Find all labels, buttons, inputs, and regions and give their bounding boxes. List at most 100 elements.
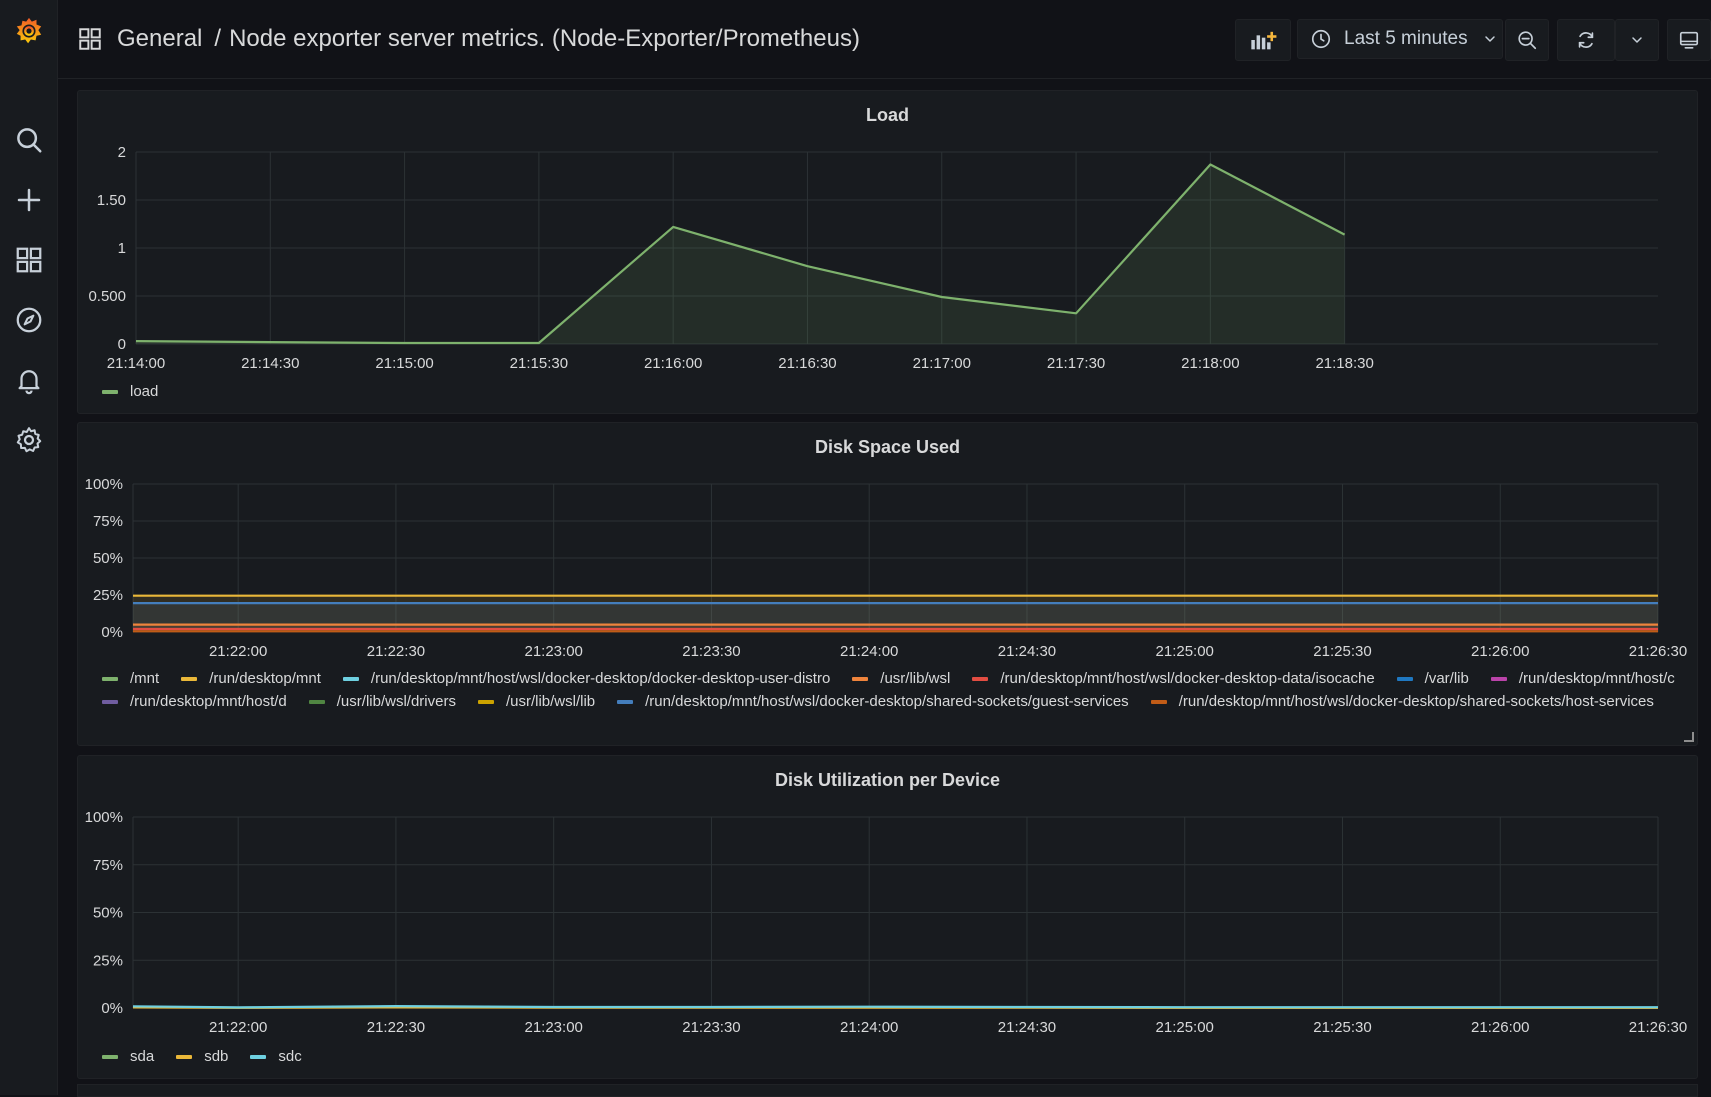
time-range-picker[interactable]: Last 5 minutes	[1297, 19, 1503, 59]
x-tick-label: 21:14:00	[107, 355, 165, 372]
add-panel-button[interactable]	[1235, 19, 1291, 61]
x-tick-label: 21:25:30	[1313, 643, 1371, 660]
legend-label: /mnt	[130, 670, 159, 687]
x-tick-label: 21:17:30	[1047, 355, 1105, 372]
x-tick-label: 21:14:30	[241, 355, 299, 372]
x-tick-label: 21:15:00	[375, 355, 433, 372]
legend-item[interactable]: /run/desktop/mnt/host/wsl/docker-desktop…	[1151, 693, 1654, 710]
x-tick-label: 21:24:00	[840, 1019, 898, 1036]
breadcrumb-folder[interactable]: General	[117, 25, 202, 53]
y-tick-label: 0%	[101, 624, 123, 641]
tv-mode-button[interactable]	[1667, 19, 1711, 61]
refresh-icon	[1575, 29, 1597, 51]
legend-item[interactable]: /usr/lib/wsl/lib	[478, 693, 595, 710]
y-tick-label: 50%	[93, 905, 123, 922]
x-tick-label: 21:22:30	[367, 643, 425, 660]
legend-label: /usr/lib/wsl	[880, 670, 950, 687]
legend-label: /run/desktop/mnt	[209, 670, 321, 687]
legend-item[interactable]: /usr/lib/wsl	[852, 670, 950, 687]
panel-resize-handle[interactable]	[1684, 732, 1694, 742]
legend-item[interactable]: load	[102, 383, 158, 400]
legend-swatch	[102, 1055, 118, 1059]
dashboards-icon	[14, 245, 44, 275]
refresh-button[interactable]	[1557, 19, 1615, 61]
legend-item[interactable]: /run/desktop/mnt/host/wsl/docker-desktop…	[617, 693, 1129, 710]
series-area	[136, 165, 1345, 345]
x-tick-label: 21:24:00	[840, 643, 898, 660]
breadcrumb: General / Node exporter server metrics. …	[77, 20, 860, 58]
search-icon	[14, 125, 44, 155]
legend-swatch	[102, 390, 118, 394]
alerting-button[interactable]	[8, 359, 49, 400]
legend-item[interactable]: sda	[102, 1048, 154, 1065]
x-tick-label: 21:23:00	[524, 643, 582, 660]
chevron-down-icon	[1629, 32, 1645, 48]
y-tick-label: 0%	[101, 1000, 123, 1017]
legend-label: /run/desktop/mnt/host/d	[130, 693, 287, 710]
zoom-out-icon	[1516, 29, 1538, 51]
legend-swatch	[250, 1055, 266, 1059]
legend-item[interactable]: /run/desktop/mnt	[181, 670, 321, 687]
x-tick-label: 21:23:30	[682, 643, 740, 660]
zoom-out-button[interactable]	[1505, 19, 1549, 61]
legend-label: /run/desktop/mnt/host/c	[1519, 670, 1675, 687]
chart-legend: /mnt/run/desktop/mnt/run/desktop/mnt/hos…	[102, 670, 1677, 710]
grafana-logo[interactable]	[8, 10, 49, 51]
explore-icon	[14, 305, 44, 335]
top-navbar: General / Node exporter server metrics. …	[57, 0, 1711, 79]
legend-item[interactable]: sdc	[250, 1048, 301, 1065]
dashboards-button[interactable]	[8, 239, 49, 280]
monitor-icon	[1678, 29, 1700, 51]
create-button[interactable]	[8, 179, 49, 220]
x-tick-label: 21:26:00	[1471, 643, 1529, 660]
legend-swatch	[972, 677, 988, 681]
legend-item[interactable]: /mnt	[102, 670, 159, 687]
legend-swatch	[1397, 677, 1413, 681]
legend-item[interactable]: /run/desktop/mnt/host/c	[1491, 670, 1675, 687]
x-tick-label: 21:17:00	[913, 355, 971, 372]
legend-label: /var/lib	[1425, 670, 1469, 687]
grafana-logo-icon	[14, 16, 44, 46]
legend-item[interactable]: sdb	[176, 1048, 228, 1065]
next-panel-edge	[77, 1084, 1698, 1097]
legend-swatch	[1151, 700, 1167, 704]
legend-label: sda	[130, 1048, 154, 1065]
y-tick-label: 75%	[93, 857, 123, 874]
legend-label: /usr/lib/wsl/lib	[506, 693, 595, 710]
chart-legend: load	[102, 383, 1677, 400]
legend-label: /run/desktop/mnt/host/wsl/docker-desktop…	[371, 670, 830, 687]
legend-swatch	[617, 700, 633, 704]
sidebar	[0, 0, 58, 1095]
y-tick-label: 25%	[93, 952, 123, 969]
legend-swatch	[181, 677, 197, 681]
x-tick-label: 21:23:30	[682, 1019, 740, 1036]
refresh-interval-dropdown[interactable]	[1615, 19, 1659, 61]
legend-item[interactable]: /run/desktop/mnt/host/wsl/docker-desktop…	[972, 670, 1374, 687]
legend-item[interactable]: /var/lib	[1397, 670, 1469, 687]
legend-label: /run/desktop/mnt/host/wsl/docker-desktop…	[1000, 670, 1374, 687]
dashboard-title[interactable]: Node exporter server metrics. (Node-Expo…	[229, 25, 860, 53]
dashboard-grid-icon	[77, 26, 103, 52]
legend-item[interactable]: /run/desktop/mnt/host/d	[102, 693, 287, 710]
settings-button[interactable]	[8, 419, 49, 460]
legend-swatch	[309, 700, 325, 704]
alerting-icon	[14, 365, 44, 395]
legend-label: /usr/lib/wsl/drivers	[337, 693, 456, 710]
legend-item[interactable]: /usr/lib/wsl/drivers	[309, 693, 456, 710]
legend-swatch	[1491, 677, 1507, 681]
plus-icon	[14, 185, 44, 215]
search-button[interactable]	[8, 119, 49, 160]
legend-item[interactable]: /run/desktop/mnt/host/wsl/docker-desktop…	[343, 670, 830, 687]
settings-icon	[14, 425, 44, 455]
legend-label: /run/desktop/mnt/host/wsl/docker-desktop…	[645, 693, 1129, 710]
legend-swatch	[102, 677, 118, 681]
x-tick-label: 21:24:30	[998, 1019, 1056, 1036]
legend-swatch	[852, 677, 868, 681]
legend-label: /run/desktop/mnt/host/wsl/docker-desktop…	[1179, 693, 1654, 710]
explore-button[interactable]	[8, 299, 49, 340]
